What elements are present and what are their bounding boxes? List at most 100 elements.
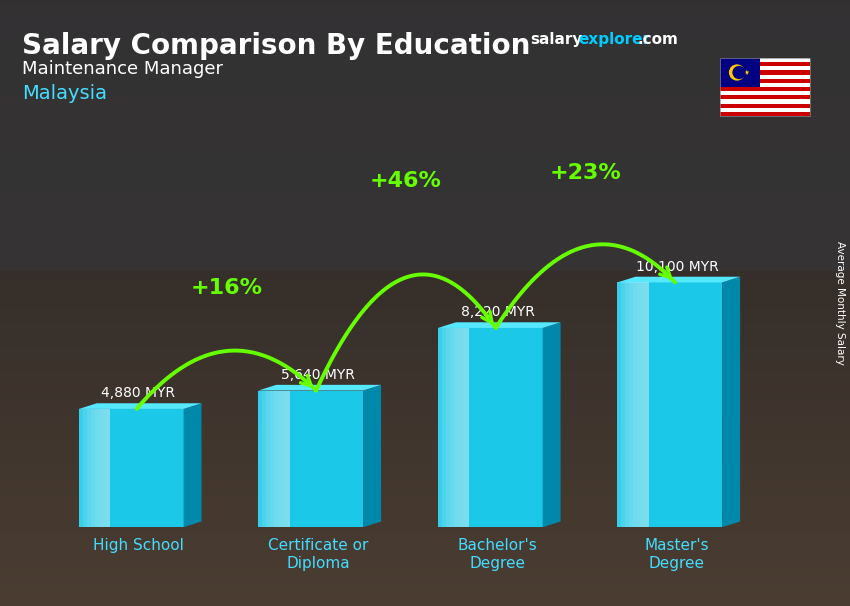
Bar bbox=[720, 104, 810, 108]
Bar bbox=[0, 481, 850, 487]
Bar bbox=[0, 259, 850, 265]
Bar bbox=[0, 213, 850, 219]
Bar bbox=[99, 409, 110, 527]
Text: High School: High School bbox=[93, 538, 184, 553]
Polygon shape bbox=[258, 385, 381, 390]
Bar bbox=[0, 545, 850, 551]
Bar bbox=[0, 238, 850, 244]
Bar bbox=[274, 390, 290, 527]
Bar bbox=[720, 95, 810, 99]
Bar bbox=[0, 36, 850, 42]
Bar bbox=[0, 420, 850, 426]
Bar bbox=[0, 362, 850, 368]
Bar bbox=[0, 140, 850, 146]
Bar bbox=[0, 399, 850, 405]
Bar bbox=[0, 64, 850, 70]
Bar bbox=[0, 146, 850, 152]
Bar bbox=[0, 48, 850, 55]
Bar bbox=[0, 95, 850, 101]
Bar bbox=[0, 359, 850, 365]
Bar bbox=[0, 548, 850, 554]
Bar bbox=[645, 282, 649, 527]
Bar bbox=[0, 155, 850, 161]
Bar bbox=[0, 496, 850, 502]
Bar bbox=[720, 99, 810, 104]
Bar bbox=[0, 265, 850, 271]
Bar bbox=[0, 33, 850, 39]
Bar bbox=[629, 282, 649, 527]
Bar bbox=[94, 409, 110, 527]
Text: Maintenance Manager: Maintenance Manager bbox=[22, 60, 223, 78]
Bar bbox=[0, 424, 850, 430]
Bar bbox=[0, 79, 850, 85]
Bar bbox=[0, 317, 850, 323]
Bar bbox=[0, 247, 850, 253]
Bar bbox=[0, 323, 850, 329]
Bar bbox=[0, 381, 850, 387]
Bar bbox=[0, 92, 850, 98]
Bar bbox=[0, 448, 850, 454]
Bar bbox=[0, 365, 850, 371]
Bar bbox=[720, 79, 810, 83]
Bar bbox=[0, 603, 850, 606]
Bar bbox=[278, 390, 290, 527]
Bar bbox=[0, 70, 850, 76]
Bar bbox=[0, 88, 850, 95]
Text: Malaysia: Malaysia bbox=[22, 84, 107, 103]
Bar bbox=[0, 558, 850, 564]
Bar bbox=[0, 271, 850, 277]
Text: 5,640 MYR: 5,640 MYR bbox=[281, 368, 355, 382]
Bar bbox=[0, 12, 850, 18]
Bar bbox=[0, 511, 850, 518]
Bar bbox=[106, 409, 110, 527]
Bar bbox=[0, 244, 850, 250]
Bar bbox=[0, 204, 850, 210]
Bar bbox=[0, 183, 850, 189]
Circle shape bbox=[729, 64, 745, 81]
Bar bbox=[0, 536, 850, 542]
Bar bbox=[0, 368, 850, 375]
Bar bbox=[0, 567, 850, 573]
Bar bbox=[0, 390, 850, 396]
Bar bbox=[0, 502, 850, 508]
Bar bbox=[0, 469, 850, 475]
Bar bbox=[450, 328, 469, 527]
Bar bbox=[633, 282, 649, 527]
Bar bbox=[0, 436, 850, 442]
Bar bbox=[0, 268, 850, 274]
Bar bbox=[0, 411, 850, 417]
Bar bbox=[0, 396, 850, 402]
Bar bbox=[0, 314, 850, 320]
Bar bbox=[0, 180, 850, 186]
Bar bbox=[0, 442, 850, 448]
Bar bbox=[0, 463, 850, 469]
Bar bbox=[0, 585, 850, 591]
Bar bbox=[0, 45, 850, 52]
Bar bbox=[0, 170, 850, 176]
Bar bbox=[617, 282, 649, 527]
Bar bbox=[0, 52, 850, 58]
Text: .com: .com bbox=[638, 32, 679, 47]
Bar bbox=[0, 85, 850, 92]
Bar bbox=[638, 282, 649, 527]
Bar bbox=[0, 61, 850, 67]
Bar bbox=[0, 186, 850, 192]
Bar bbox=[0, 457, 850, 463]
Bar bbox=[0, 472, 850, 478]
Bar bbox=[0, 594, 850, 600]
Bar bbox=[0, 514, 850, 521]
Bar bbox=[0, 326, 850, 332]
Bar bbox=[0, 277, 850, 283]
Bar bbox=[0, 375, 850, 381]
Bar bbox=[0, 107, 850, 113]
Bar bbox=[720, 91, 810, 95]
Bar bbox=[617, 282, 722, 527]
Bar bbox=[0, 143, 850, 149]
Bar bbox=[0, 21, 850, 27]
Bar bbox=[270, 390, 290, 527]
Text: Average Monthly Salary: Average Monthly Salary bbox=[835, 241, 845, 365]
Text: Bachelor's
Degree: Bachelor's Degree bbox=[457, 538, 537, 571]
Bar bbox=[438, 328, 542, 527]
Bar bbox=[720, 70, 810, 75]
Bar bbox=[0, 9, 850, 15]
